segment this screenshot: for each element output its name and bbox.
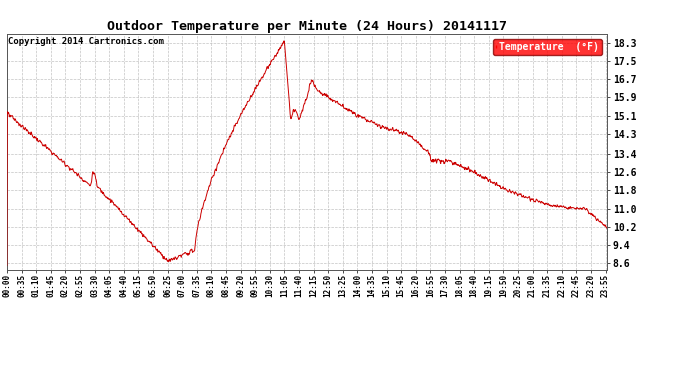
- Title: Outdoor Temperature per Minute (24 Hours) 20141117: Outdoor Temperature per Minute (24 Hours…: [107, 20, 507, 33]
- Legend: Temperature  (°F): Temperature (°F): [493, 39, 602, 56]
- Text: Copyright 2014 Cartronics.com: Copyright 2014 Cartronics.com: [8, 37, 164, 46]
